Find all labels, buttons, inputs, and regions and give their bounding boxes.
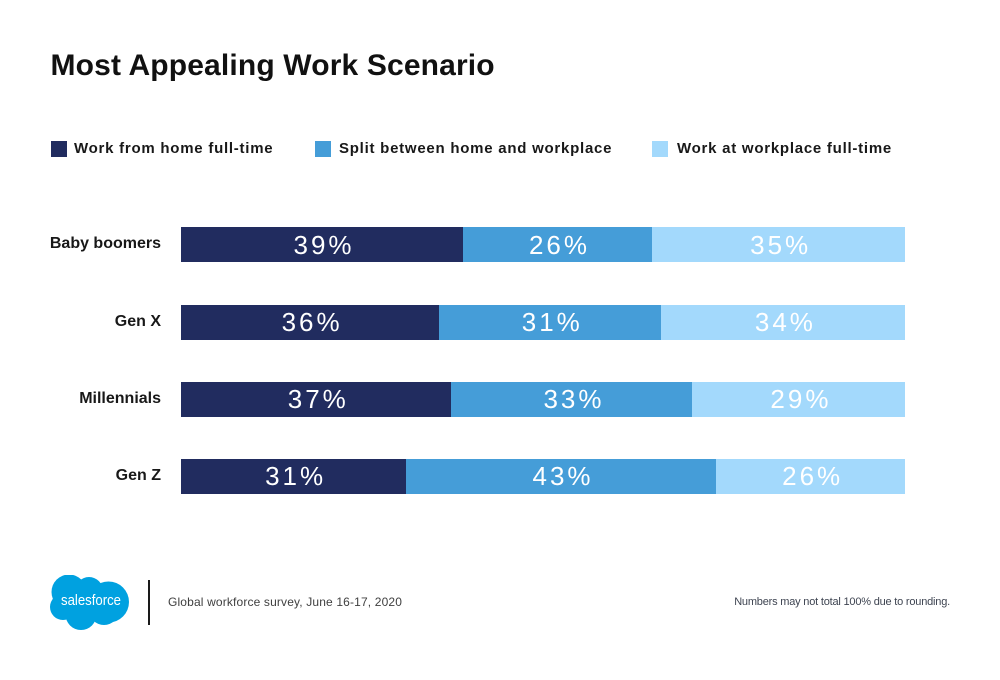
svg-text:salesforce: salesforce (61, 592, 121, 609)
